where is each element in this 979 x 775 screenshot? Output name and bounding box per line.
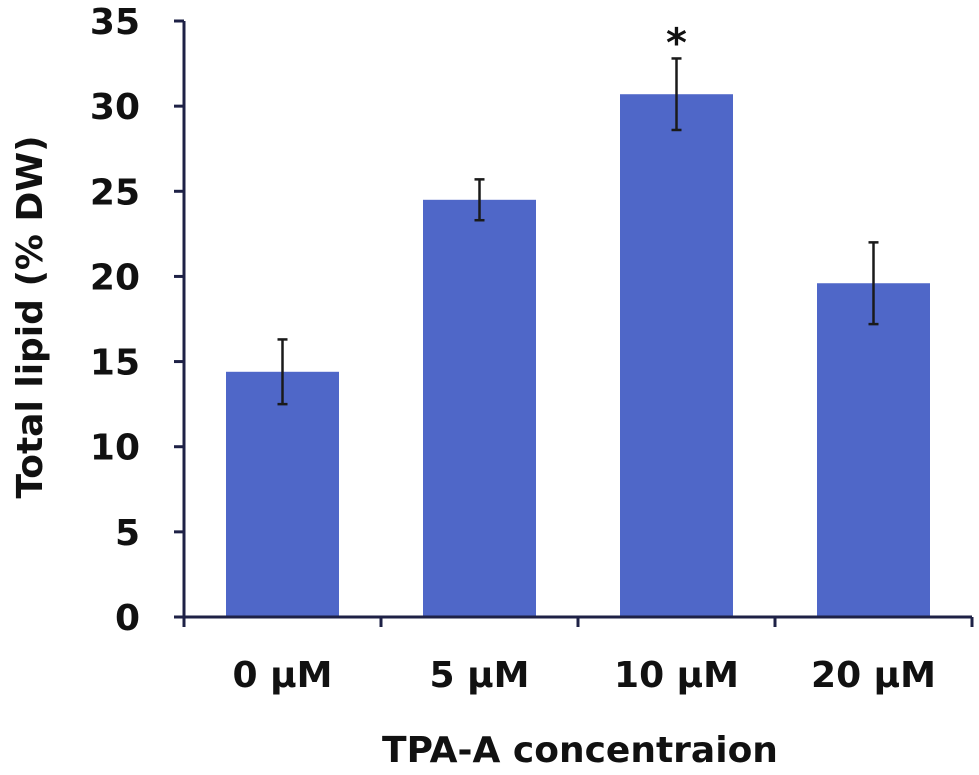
- error-bars-group: [277, 57, 879, 406]
- y-tick-label-7: 35: [90, 2, 140, 43]
- error-bar-0: [277, 338, 288, 406]
- bar-3: [817, 283, 930, 617]
- x-tick-label-0: 0 µM: [233, 655, 333, 696]
- x-tick-label-2: 10 µM: [614, 655, 739, 696]
- x-tick-labels: 0 µM 5 µM 10 µM 20 µM: [233, 655, 936, 696]
- x-tick-label-3: 20 µM: [811, 655, 936, 696]
- y-tick-label-2: 10: [90, 428, 140, 469]
- y-tick-label-3: 15: [90, 343, 140, 384]
- annotations-group: *: [666, 20, 687, 66]
- error-bar-1: [474, 178, 485, 222]
- significance-marker-2: *: [666, 20, 687, 66]
- x-axis-title: TPA-A concentraion: [382, 730, 778, 771]
- x-tick-label-1: 5 µM: [430, 655, 530, 696]
- y-tick-label-4: 20: [90, 257, 140, 298]
- bar-0: [226, 371, 339, 617]
- y-tick-labels: 0 5 10 15 20 25 30 35: [90, 2, 140, 639]
- bar-2: [620, 94, 733, 618]
- y-tick-label-5: 25: [90, 172, 140, 213]
- y-axis-title: Total lipid (% DW): [10, 135, 51, 498]
- error-bar-2: [671, 57, 682, 132]
- y-tick-label-0: 0: [115, 598, 140, 639]
- error-bar-3: [868, 241, 879, 326]
- y-tick-label-6: 30: [90, 87, 140, 128]
- bars-group: [226, 94, 930, 618]
- bar-1: [423, 199, 536, 618]
- axes-group: [174, 19, 974, 627]
- y-tick-label-1: 5: [115, 513, 140, 554]
